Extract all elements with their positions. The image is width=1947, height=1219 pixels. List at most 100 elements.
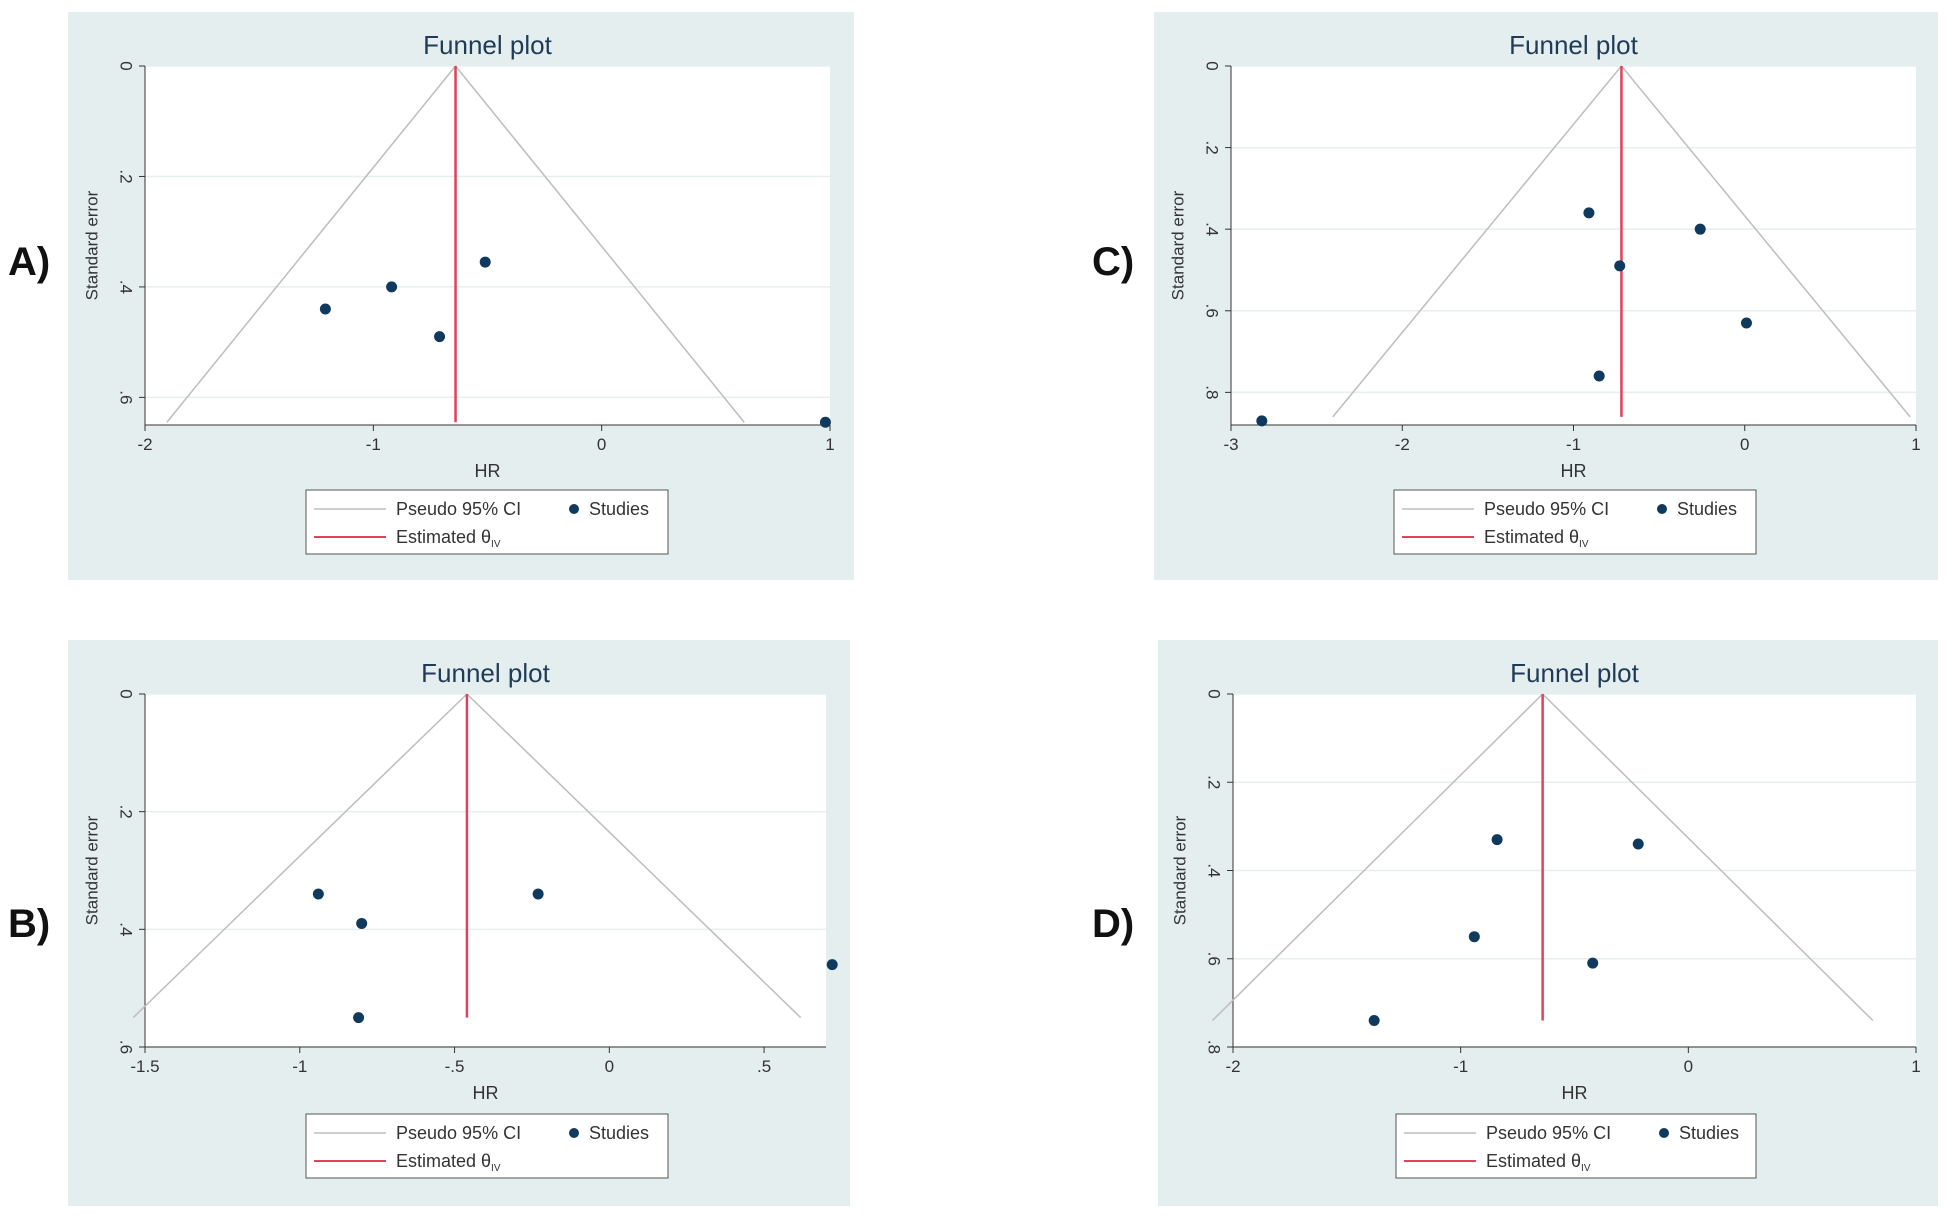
study-point	[1593, 370, 1605, 382]
chart-a: 0 .2 .4 .6 -2 -1 0 1 Funnel plot HR Standard error…	[68, 12, 854, 580]
y-axis-title: Standard error	[82, 815, 101, 925]
chart-title: Funnel plot	[423, 30, 552, 60]
study-point	[353, 1012, 365, 1024]
panel-label-a: A)	[8, 240, 51, 284]
x-tick-label: -1	[366, 435, 381, 454]
legend-estimate-label: Estimated θIV	[396, 1151, 501, 1174]
chart-c: 0 .2 .4 .6 .8 -3 -2 -1 0 1 Funnel plot HR Standard e…	[1154, 12, 1938, 580]
funnel-left-line	[1211, 693, 1544, 1022]
legend-box	[305, 489, 669, 555]
legend-ci-label: Pseudo 95% CI	[396, 499, 521, 519]
chart-title: Funnel plot	[421, 658, 550, 688]
legend-estimate-label: Estimated θIV	[1484, 527, 1589, 550]
y-tick-label: 0	[117, 61, 136, 70]
study-point	[819, 416, 831, 428]
x-tick-label: -2	[1225, 1057, 1240, 1076]
x-tick-label: -1	[1566, 435, 1581, 454]
legend-studies-swatch	[569, 1128, 579, 1138]
x-tick-label: -.5	[445, 1057, 465, 1076]
y-tick-label: .4	[1205, 863, 1224, 877]
x-tick-label: -1	[292, 1057, 307, 1076]
y-tick-label: .2	[117, 169, 136, 183]
study-point	[479, 256, 491, 268]
y-tick-label: .2	[117, 805, 136, 819]
y-tick-label: .2	[1205, 775, 1224, 789]
study-point	[319, 303, 331, 315]
y-tick-label: .4	[1203, 222, 1222, 236]
y-axis-title: Standard error	[1170, 815, 1189, 925]
legend-box	[1393, 489, 1757, 555]
legend-ci-label: Pseudo 95% CI	[396, 1123, 521, 1143]
study-point	[1614, 260, 1626, 272]
study-point	[1740, 317, 1752, 329]
x-axis-title: HR	[1562, 1083, 1588, 1103]
study-point	[1256, 415, 1268, 427]
funnel-right-line	[1542, 693, 1874, 1022]
x-tick-label: -1	[1453, 1057, 1468, 1076]
funnel-left-line	[1332, 65, 1623, 418]
x-tick-label: 0	[1740, 435, 1749, 454]
study-point	[1694, 223, 1706, 235]
study-point	[1587, 957, 1599, 969]
study-point	[434, 331, 446, 343]
y-tick-label: 0	[1205, 689, 1224, 698]
legend-estimate-label: Estimated θIV	[396, 527, 501, 550]
chart-title: Funnel plot	[1509, 30, 1638, 60]
legend-studies-swatch	[569, 504, 579, 514]
chart-b: 0 .2 .4 .6 -1.5 -1 -.5 0 .5 Funnel plot HR Standard…	[68, 640, 850, 1206]
legend-studies-swatch	[1659, 1128, 1669, 1138]
legend-studies-label: Studies	[589, 1123, 649, 1143]
funnel-left-line	[132, 693, 468, 1019]
legend-studies-swatch	[1657, 504, 1667, 514]
funnel-right-line	[466, 693, 802, 1019]
study-point	[1491, 834, 1503, 846]
y-tick-label: .8	[1205, 1040, 1224, 1054]
legend-ci-label: Pseudo 95% CI	[1486, 1123, 1611, 1143]
x-tick-label: -2	[1395, 435, 1410, 454]
legend-studies-label: Studies	[1679, 1123, 1739, 1143]
y-tick-label: 0	[1203, 61, 1222, 70]
y-tick-label: .6	[1205, 952, 1224, 966]
legend-studies-label: Studies	[589, 499, 649, 519]
x-tick-label: 1	[1911, 435, 1920, 454]
study-point	[356, 917, 368, 929]
study-point	[312, 888, 324, 900]
plot-area	[1231, 66, 1916, 425]
funnel-right-line	[454, 65, 745, 423]
funnel-right-line	[1620, 65, 1911, 418]
y-tick-label: .6	[117, 390, 136, 404]
x-tick-label: 0	[605, 1057, 614, 1076]
legend-box	[1395, 1113, 1757, 1179]
legend-estimate-label: Estimated θIV	[1486, 1151, 1591, 1174]
study-point	[1583, 207, 1595, 219]
x-tick-label: 0	[597, 435, 606, 454]
y-tick-label: .6	[1203, 304, 1222, 318]
x-tick-label: -2	[137, 435, 152, 454]
x-axis-title: HR	[1561, 461, 1587, 481]
funnel-left-line	[166, 65, 457, 423]
study-point	[386, 281, 398, 293]
chart-d: 0 .2 .4 .6 .8-2 -1 0 1 Funnel plot HR Standard err…	[1158, 640, 1938, 1206]
x-tick-label: 1	[825, 435, 834, 454]
x-tick-label: 1	[1911, 1057, 1920, 1076]
legend-ci-label: Pseudo 95% CI	[1484, 499, 1609, 519]
x-tick-label: 0	[1684, 1057, 1693, 1076]
y-tick-label: .4	[117, 922, 136, 936]
plot-area	[145, 66, 830, 425]
y-tick-label: .2	[1203, 140, 1222, 154]
y-tick-label: .4	[117, 280, 136, 294]
y-tick-label: .6	[117, 1040, 136, 1054]
x-tick-label: -1.5	[130, 1057, 159, 1076]
study-point	[1632, 838, 1644, 850]
chart-title: Funnel plot	[1510, 658, 1639, 688]
study-point	[532, 888, 544, 900]
panel-label-b: B)	[8, 902, 51, 946]
y-tick-label: .8	[1203, 385, 1222, 399]
x-axis-title: HR	[475, 461, 501, 481]
study-point	[1368, 1015, 1380, 1027]
panel-label-d: D)	[1092, 902, 1135, 946]
y-axis-title: Standard error	[82, 190, 101, 300]
y-tick-label: 0	[117, 689, 136, 698]
x-tick-label: -3	[1223, 435, 1238, 454]
